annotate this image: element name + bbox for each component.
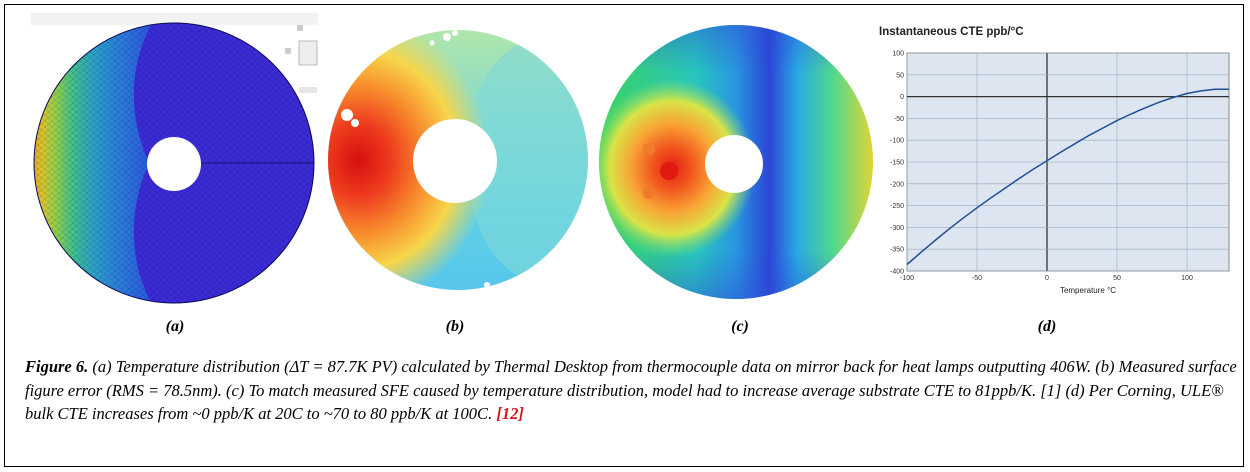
panel-label-c: (c) <box>731 318 749 335</box>
y-tick-label: -50 <box>894 116 904 123</box>
x-tick-label: -50 <box>972 275 982 282</box>
model-sfe-image <box>597 13 875 311</box>
x-tick-label: 50 <box>1113 275 1121 282</box>
temperature-distribution-map <box>31 13 318 304</box>
panel-label-d: (d) <box>1037 318 1057 335</box>
model-sfe-map <box>599 25 873 299</box>
caption-text: (a) Temperature distribution (ΔT = 87.7K… <box>25 357 1237 423</box>
reference-link[interactable]: [12] <box>496 404 524 423</box>
panel-label-b: (b) <box>445 318 465 335</box>
y-tick-label: -400 <box>890 269 904 276</box>
x-tick-label: 100 <box>1181 275 1193 282</box>
y-tick-label: -300 <box>890 225 904 232</box>
temperature-distribution-image <box>31 13 318 313</box>
y-tick-label: -150 <box>890 160 904 167</box>
surface-figure-error-map <box>328 30 588 290</box>
x-tick-label: -100 <box>900 275 914 282</box>
x-tick-label: 0 <box>1045 275 1049 282</box>
y-tick-label: -200 <box>890 181 904 188</box>
y-tick-label: -100 <box>890 138 904 145</box>
cte-curve <box>906 88 1229 266</box>
y-tick-label: 0 <box>900 94 904 101</box>
cte-chart: Instantaneous CTE ppb/°C -100 -50 0 50 100 10… <box>877 25 1237 310</box>
figure-label: Figure 6. <box>25 357 89 376</box>
chart-title: Instantaneous CTE ppb/°C <box>879 26 1024 38</box>
panel-label-a: (a) <box>165 318 185 335</box>
y-tick-label: 50 <box>896 72 904 79</box>
surface-figure-error-image <box>327 15 589 305</box>
figure-caption: Figure 6. (a) Temperature distribution (… <box>25 355 1240 426</box>
x-axis-label: Temperature °C <box>1060 286 1116 295</box>
y-tick-label: 100 <box>892 51 904 58</box>
y-tick-label: -350 <box>890 247 904 254</box>
figure-frame: Instantaneous CTE ppb/°C -100 -50 0 50 100 10… <box>4 4 1244 467</box>
y-tick-label: -250 <box>890 203 904 210</box>
cte-chart-svg: Instantaneous CTE ppb/°C -100 -50 0 50 100 10… <box>879 26 1230 295</box>
